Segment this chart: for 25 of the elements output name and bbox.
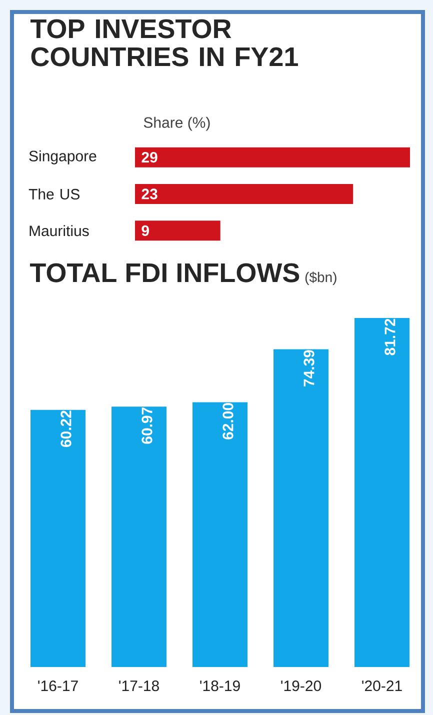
y-tick-label: The US [28,188,80,200]
data-label: 60.22 [60,410,72,448]
data-label: 62.00 [222,403,234,440]
data-label: 81.72 [384,318,396,356]
x-tick-label: '17-18 [119,680,159,692]
y-tick-label: Mauritius [30,225,89,236]
chart-subtitle: Share (%) [144,116,210,131]
data-label: 29 [142,152,158,163]
bar [112,406,166,667]
chart-title: TOTAL FDI INFLOWS [30,263,300,282]
data-label: 23 [142,188,158,200]
bar [354,318,410,667]
data-label: 60.97 [142,407,152,444]
x-tick-label: '20-21 [362,680,402,692]
x-tick-label: '19-20 [281,680,322,692]
bar [30,410,86,667]
bar [273,349,328,667]
x-tick-label: '16-17 [38,680,78,692]
chart-subtitle: ($bn) [305,272,336,285]
bar [192,402,248,667]
x-tick-label: '18-19 [200,680,240,692]
chart-title: TOP INVESTOR COUNTRIES IN FY21 [30,19,298,66]
data-label: 9 [142,225,149,236]
y-tick-label: Singapore [29,150,96,164]
data-label: 74.39 [304,350,314,386]
